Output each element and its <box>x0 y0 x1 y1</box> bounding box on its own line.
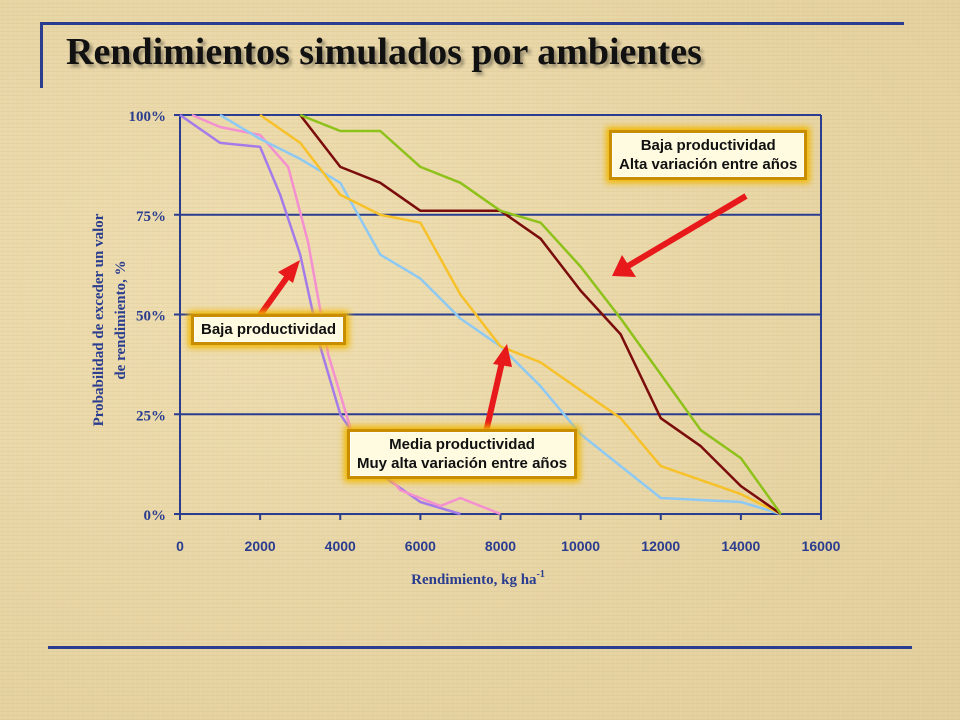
y-tick-label: 50% <box>136 309 166 325</box>
series-line-6 <box>299 113 782 515</box>
x-tick-label: 2000 <box>245 538 276 554</box>
x-axis-label-text: Rendimiento, kg ha <box>411 572 537 588</box>
series-line-5 <box>299 114 782 516</box>
y-tick-label: 0% <box>144 508 167 524</box>
y-axis-label-line1: Probabilidad de exceder un valor <box>91 213 107 426</box>
x-axis-label-sup: -1 <box>537 569 545 580</box>
x-tick-label: 4000 <box>325 538 356 554</box>
y-tick-label: 25% <box>136 408 166 424</box>
arrow-medium <box>483 361 505 433</box>
title-frame-top <box>40 22 904 25</box>
callout-medium-productivity-line2: Muy alta variación entre años <box>357 455 568 472</box>
arrow-low <box>255 274 291 320</box>
x-tick-label: 14000 <box>721 538 760 554</box>
callout-medium-productivity-line1: Media productividad <box>389 436 535 453</box>
series-line-4 <box>259 113 782 516</box>
arrow-low-high-var-head <box>612 255 636 277</box>
callout-low-productivity: Baja productividad <box>191 314 347 345</box>
y-tick-label: 100% <box>129 109 167 125</box>
x-tick-label: 16000 <box>802 538 841 554</box>
callout-low-high-variation-line2: Alta variación entre años <box>619 156 798 173</box>
arrow-low-high-var <box>626 193 748 269</box>
x-tick-label: 6000 <box>405 538 436 554</box>
x-tick-label: 0 <box>176 538 184 554</box>
arrow-medium-head <box>493 344 512 367</box>
arrow-low-head <box>278 260 300 283</box>
x-tick-label: 12000 <box>641 538 680 554</box>
x-tick-label: 8000 <box>485 538 516 554</box>
callout-medium-productivity: Media productividad Muy alta variación e… <box>347 429 578 479</box>
arrows <box>255 193 748 433</box>
callout-low-high-variation: Baja productividad Alta variación entre … <box>609 130 808 180</box>
series-line-3 <box>219 113 782 516</box>
slide-title: Rendimientos simulados por ambientes <box>66 31 702 73</box>
bottom-rule <box>48 646 912 649</box>
callout-low-productivity-text: Baja productividad <box>201 321 337 338</box>
x-axis-label: Rendimiento, kg ha-1 <box>411 569 545 588</box>
series-line-1 <box>179 113 461 516</box>
x-tick-label: 10000 <box>561 538 600 554</box>
y-tick-label: 75% <box>136 209 166 225</box>
callout-low-high-variation-line1: Baja productividad <box>640 137 776 154</box>
title-frame-left <box>40 22 43 88</box>
y-axis-label-line2: de rendimiento, % <box>113 260 129 379</box>
